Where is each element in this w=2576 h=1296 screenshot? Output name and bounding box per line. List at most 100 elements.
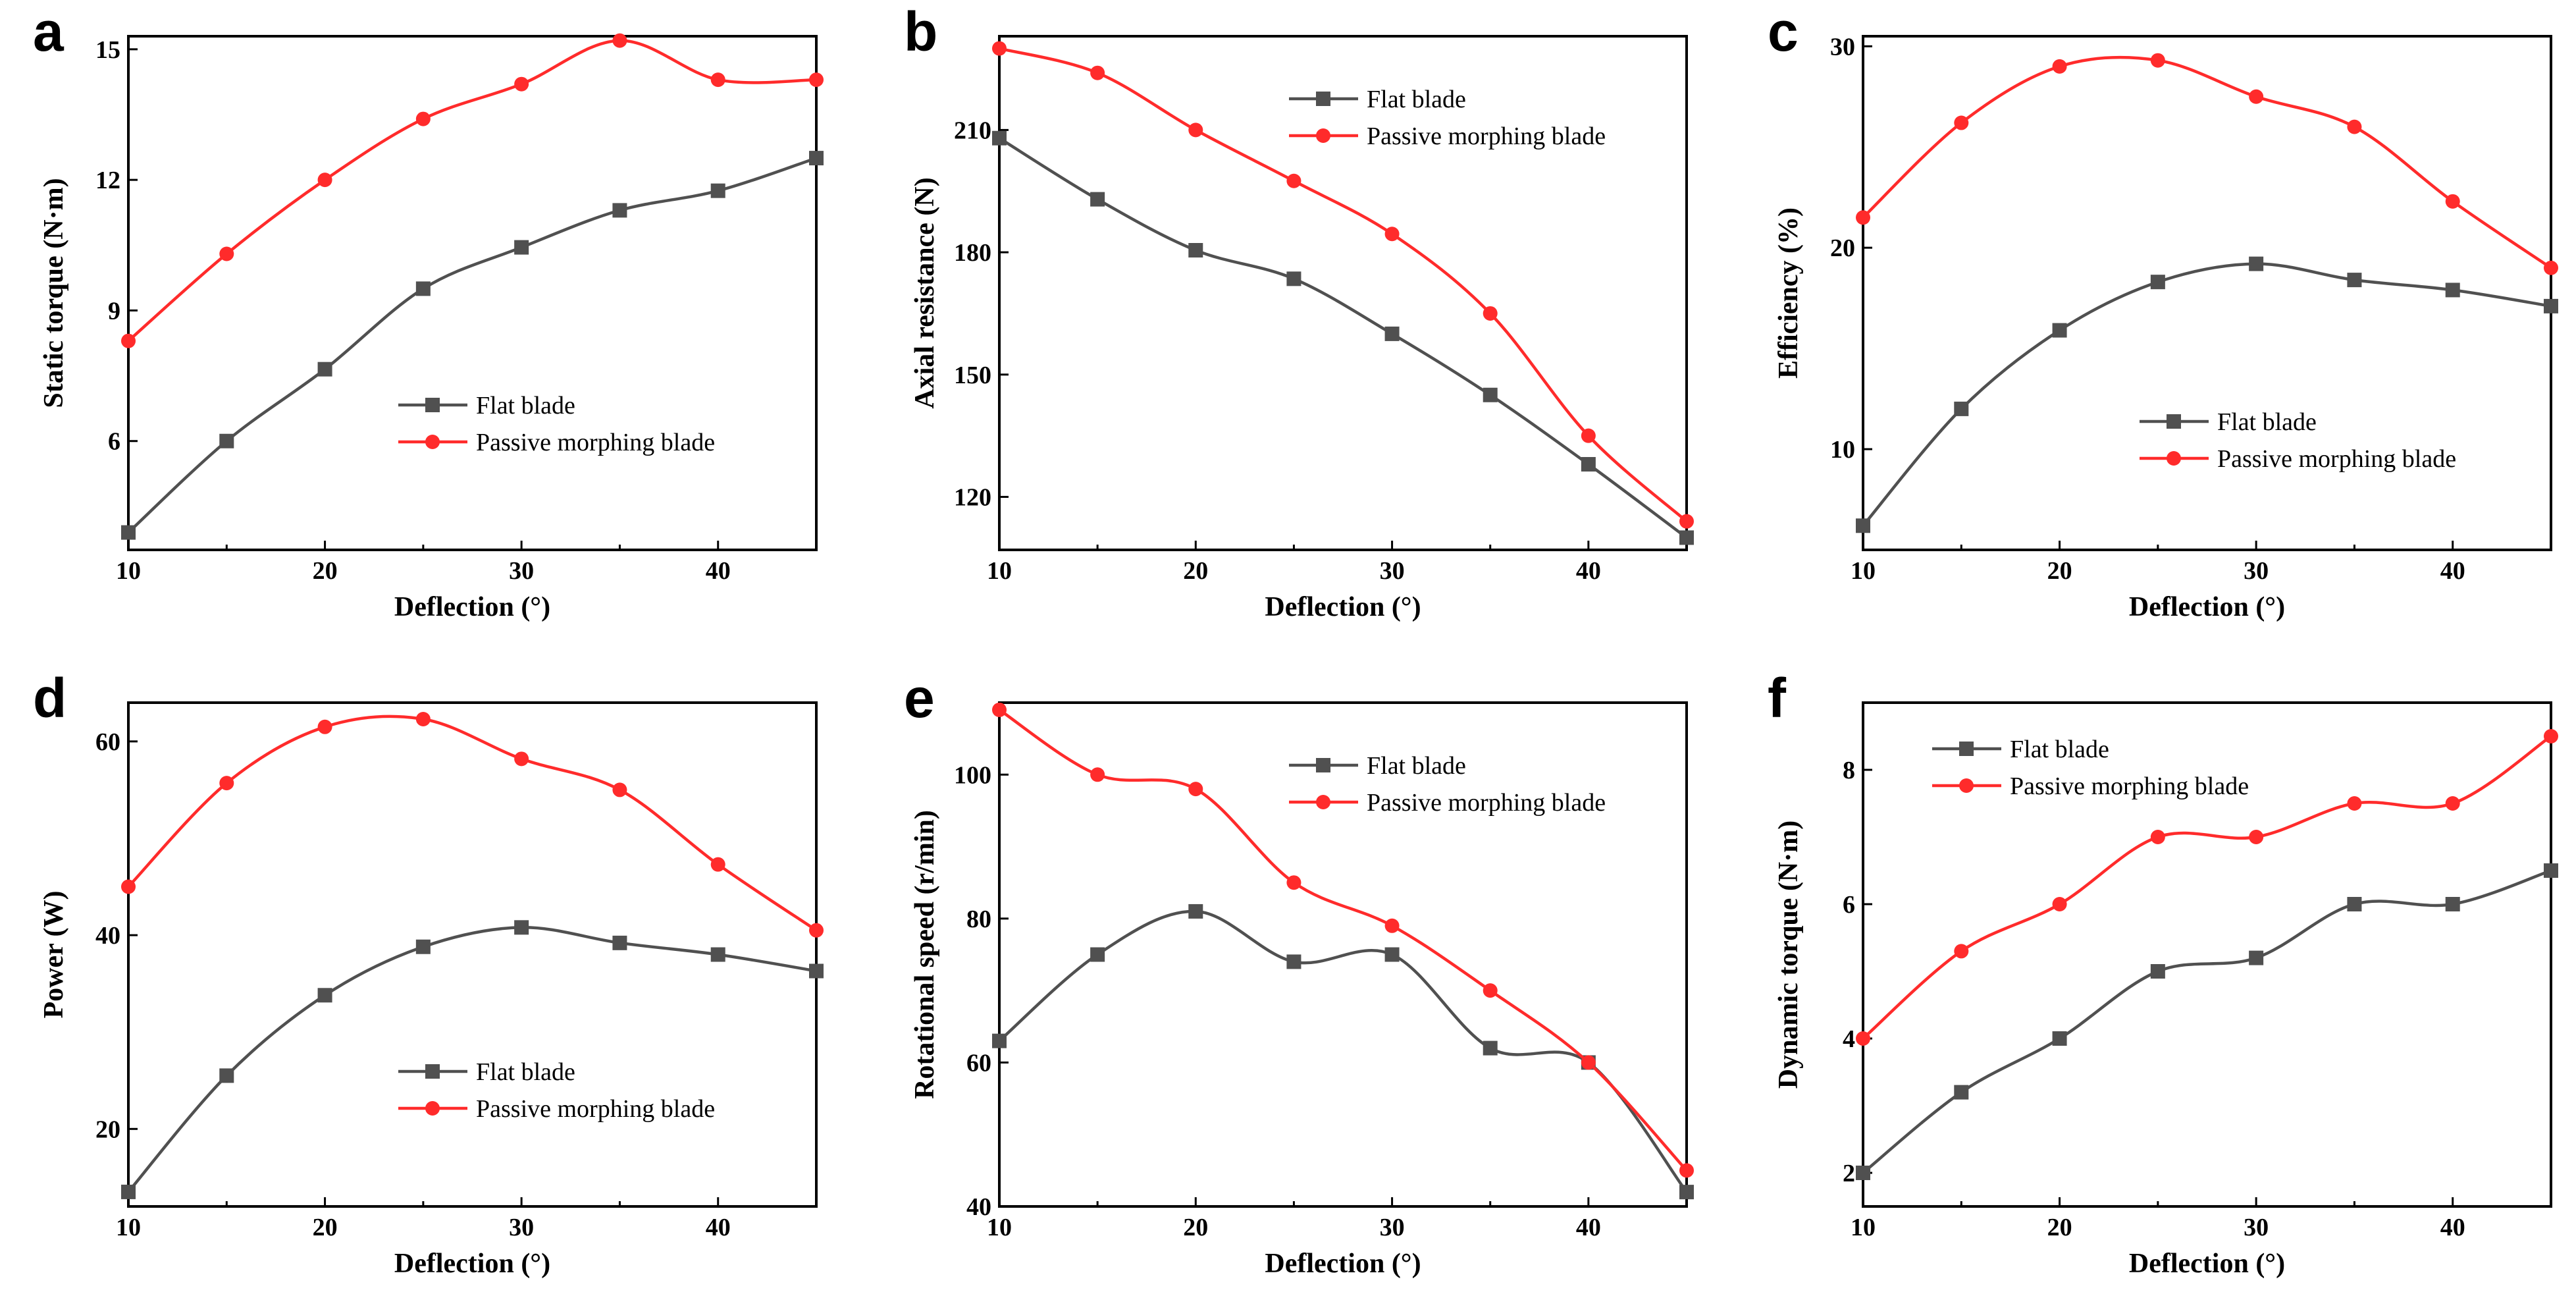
data-point-flat-blade xyxy=(1954,1085,1969,1100)
data-point-flat-blade xyxy=(992,130,1007,146)
data-point-passive-morphing-blade xyxy=(2445,796,2460,811)
legend-marker-passive-morphing-blade xyxy=(425,1101,440,1116)
data-point-flat-blade xyxy=(1286,954,1301,969)
x-axis-title: Deflection (°) xyxy=(394,592,550,622)
y-tick-label: 180 xyxy=(954,239,991,267)
legend-marker-passive-morphing-blade xyxy=(425,435,440,449)
legend-label-passive-morphing-blade: Passive morphing blade xyxy=(476,429,715,456)
legend-marker-flat-blade xyxy=(1316,758,1330,772)
data-point-flat-blade xyxy=(317,988,332,1003)
y-axis-title: Dynamic torque (N·m) xyxy=(1774,821,1804,1089)
data-point-flat-blade xyxy=(2347,273,2362,288)
data-point-flat-blade xyxy=(1483,387,1498,402)
plot-frame xyxy=(1862,701,2552,1208)
x-tick-label: 40 xyxy=(1576,1214,1601,1241)
data-point-flat-blade xyxy=(121,1184,136,1199)
legend-label-flat-blade: Flat blade xyxy=(1367,86,1466,113)
plot-frame xyxy=(1862,35,2552,551)
panel-letter: b xyxy=(904,1,937,63)
data-point-passive-morphing-blade xyxy=(2150,830,2165,844)
data-point-flat-blade xyxy=(219,1068,234,1083)
data-point-passive-morphing-blade xyxy=(2249,830,2264,844)
data-point-flat-blade xyxy=(1384,947,1400,962)
data-point-flat-blade xyxy=(612,935,627,950)
x-tick-label: 30 xyxy=(509,1214,534,1241)
x-axis-title: Deflection (°) xyxy=(394,1249,550,1279)
legend-marker-passive-morphing-blade xyxy=(1316,795,1330,809)
x-tick-label: 20 xyxy=(2047,1214,2072,1241)
data-point-flat-blade xyxy=(1856,518,1870,533)
y-tick-label: 100 xyxy=(954,761,991,789)
legend-label-flat-blade: Flat blade xyxy=(1367,752,1466,780)
data-point-flat-blade xyxy=(2445,897,2460,911)
data-point-passive-morphing-blade xyxy=(2052,59,2067,74)
legend-marker-flat-blade xyxy=(1316,92,1330,106)
panel-letter: f xyxy=(1768,667,1787,729)
data-point-passive-morphing-blade xyxy=(1856,1031,1870,1046)
data-point-flat-blade xyxy=(2445,283,2460,298)
data-point-flat-blade xyxy=(415,939,431,954)
data-point-flat-blade xyxy=(219,433,234,448)
x-tick-label: 10 xyxy=(116,557,141,585)
data-point-passive-morphing-blade xyxy=(121,333,136,348)
data-point-flat-blade xyxy=(2249,950,2264,965)
data-point-passive-morphing-blade xyxy=(317,719,332,734)
data-point-passive-morphing-blade xyxy=(1954,944,1969,959)
legend-label-flat-blade: Flat blade xyxy=(476,392,575,419)
y-tick-label: 60 xyxy=(966,1049,991,1077)
data-point-passive-morphing-blade xyxy=(219,246,234,261)
y-tick-label: 10 xyxy=(1830,436,1855,464)
data-point-flat-blade xyxy=(809,963,824,979)
data-point-passive-morphing-blade xyxy=(1483,306,1498,321)
data-point-passive-morphing-blade xyxy=(1483,983,1498,998)
series-line-flat-blade xyxy=(1862,869,2552,1174)
data-point-flat-blade xyxy=(2052,1031,2067,1046)
data-point-flat-blade xyxy=(1483,1040,1498,1056)
data-point-flat-blade xyxy=(2249,256,2264,271)
legend-marker-passive-morphing-blade xyxy=(1316,128,1330,143)
data-point-flat-blade xyxy=(514,920,529,935)
data-point-flat-blade xyxy=(1679,530,1694,545)
data-point-passive-morphing-blade xyxy=(1679,514,1694,529)
data-point-passive-morphing-blade xyxy=(809,923,824,938)
data-point-flat-blade xyxy=(514,240,529,255)
data-point-passive-morphing-blade xyxy=(1188,782,1203,797)
data-point-passive-morphing-blade xyxy=(1286,875,1301,890)
data-point-passive-morphing-blade xyxy=(2249,89,2264,104)
data-point-passive-morphing-blade xyxy=(1090,767,1105,782)
legend-label-passive-morphing-blade: Passive morphing blade xyxy=(1367,122,1606,150)
series-line-flat-blade xyxy=(998,136,1688,539)
y-axis-title: Power (W) xyxy=(39,891,69,1019)
panel-letter: e xyxy=(904,667,935,729)
panel-e: e 10 20 30 40 40 60 80 100 Deflection (°) Rotation… xyxy=(904,667,1694,1279)
data-point-flat-blade xyxy=(612,203,627,218)
x-tick-label: 20 xyxy=(2047,557,2072,585)
data-point-flat-blade xyxy=(710,947,725,962)
x-tick-label: 20 xyxy=(313,1214,338,1241)
x-tick-label: 40 xyxy=(706,557,731,585)
x-tick-label: 40 xyxy=(2440,1214,2465,1241)
data-point-passive-morphing-blade xyxy=(121,879,136,894)
y-tick-label: 40 xyxy=(966,1193,991,1221)
legend-marker-flat-blade xyxy=(425,1064,440,1079)
x-tick-label: 30 xyxy=(2244,1214,2269,1241)
y-tick-label: 20 xyxy=(95,1116,120,1143)
y-axis-title: Rotational speed (r/min) xyxy=(910,810,940,1099)
x-axis-title: Deflection (°) xyxy=(1265,592,1421,622)
y-tick-label: 8 xyxy=(1843,757,1855,784)
data-point-passive-morphing-blade xyxy=(2150,53,2165,68)
plot-frame xyxy=(127,701,818,1208)
legend-label-passive-morphing-blade: Passive morphing blade xyxy=(2010,772,2249,800)
data-point-passive-morphing-blade xyxy=(1090,65,1105,80)
series-line-flat-blade xyxy=(127,156,817,534)
legend-marker-passive-morphing-blade xyxy=(1959,778,1974,793)
y-tick-label: 6 xyxy=(1843,891,1855,919)
data-point-passive-morphing-blade xyxy=(992,702,1007,717)
x-tick-label: 10 xyxy=(116,1214,141,1241)
data-point-flat-blade xyxy=(2544,863,2558,878)
panel-a: a 10 20 30 40 6 9 12 15 Deflection (°) Static torq… xyxy=(33,1,824,622)
data-point-flat-blade xyxy=(1384,326,1400,341)
data-point-flat-blade xyxy=(415,281,431,296)
data-point-passive-morphing-blade xyxy=(1384,227,1400,242)
